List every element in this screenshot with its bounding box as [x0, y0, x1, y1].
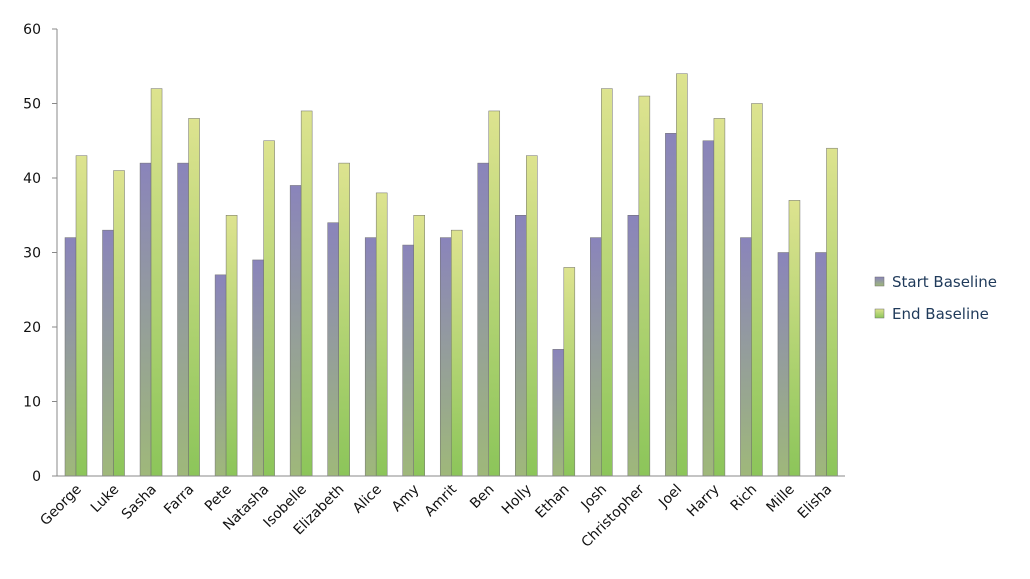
bar — [713, 118, 726, 477]
bar — [676, 73, 688, 477]
bar — [488, 110, 501, 477]
bar — [289, 185, 302, 477]
x-tick-label: Ben — [467, 482, 497, 512]
bar — [638, 95, 651, 477]
x-tick-label: Holly — [499, 482, 535, 518]
x-tick-label: Farra — [161, 482, 197, 518]
x-tick-label: Rich — [728, 482, 761, 515]
bar — [590, 237, 602, 477]
bar — [327, 222, 339, 477]
y-tick-label: 20 — [23, 320, 41, 336]
x-tick-label: George — [37, 482, 84, 529]
bar — [702, 140, 715, 477]
bar — [515, 215, 527, 477]
bar — [826, 147, 838, 477]
bar — [150, 88, 163, 477]
bar — [188, 118, 200, 477]
x-tick-label: Harry — [684, 482, 723, 521]
bar — [563, 267, 576, 477]
bar — [413, 215, 425, 477]
x-tick-label: Ethan — [533, 482, 573, 522]
bar — [64, 237, 77, 477]
y-tick-label: 40 — [23, 171, 41, 187]
bar — [627, 215, 640, 477]
x-tick-label: Alice — [350, 482, 385, 517]
bar — [225, 215, 238, 477]
y-tick-label: 60 — [23, 22, 41, 38]
bar — [402, 244, 414, 477]
bar — [477, 162, 490, 477]
y-tick-label: 50 — [23, 97, 41, 113]
y-tick-label: 10 — [23, 395, 41, 411]
bar — [177, 162, 189, 477]
x-tick-label: Pete — [202, 482, 235, 515]
x-tick-label: Joel — [655, 482, 685, 512]
bar — [364, 237, 377, 477]
bar — [338, 162, 350, 477]
x-tick-label: Elisha — [795, 482, 836, 523]
bar — [601, 88, 613, 477]
x-tick-label: Amy — [389, 482, 423, 516]
y-tick-label: 0 — [32, 469, 41, 485]
x-tick-label: Luke — [88, 482, 122, 516]
bar — [815, 252, 827, 477]
bar — [214, 274, 227, 477]
x-tick-label: Sasha — [119, 482, 160, 523]
bar — [375, 192, 388, 477]
bar — [526, 155, 538, 477]
legend-swatch — [874, 308, 885, 319]
bar — [75, 155, 88, 477]
bar — [113, 170, 125, 477]
bar — [740, 237, 752, 477]
x-tick-label: Mille — [764, 482, 798, 516]
bar — [788, 200, 801, 477]
legend-label: Start Baseline — [892, 273, 997, 291]
bar — [252, 259, 264, 477]
bar — [439, 237, 452, 477]
bar — [300, 110, 313, 477]
bar — [751, 103, 763, 477]
legend-label: End Baseline — [892, 305, 989, 323]
bar — [102, 229, 114, 477]
bar — [552, 349, 565, 477]
x-tick-label: Amrit — [422, 481, 461, 520]
bar — [777, 252, 790, 477]
x-tick-label: Josh — [578, 482, 610, 514]
bar — [139, 162, 152, 477]
legend-swatch — [874, 276, 885, 287]
bar — [263, 140, 275, 477]
y-tick-label: 30 — [23, 246, 41, 262]
bar — [665, 133, 677, 477]
bar — [450, 229, 463, 477]
